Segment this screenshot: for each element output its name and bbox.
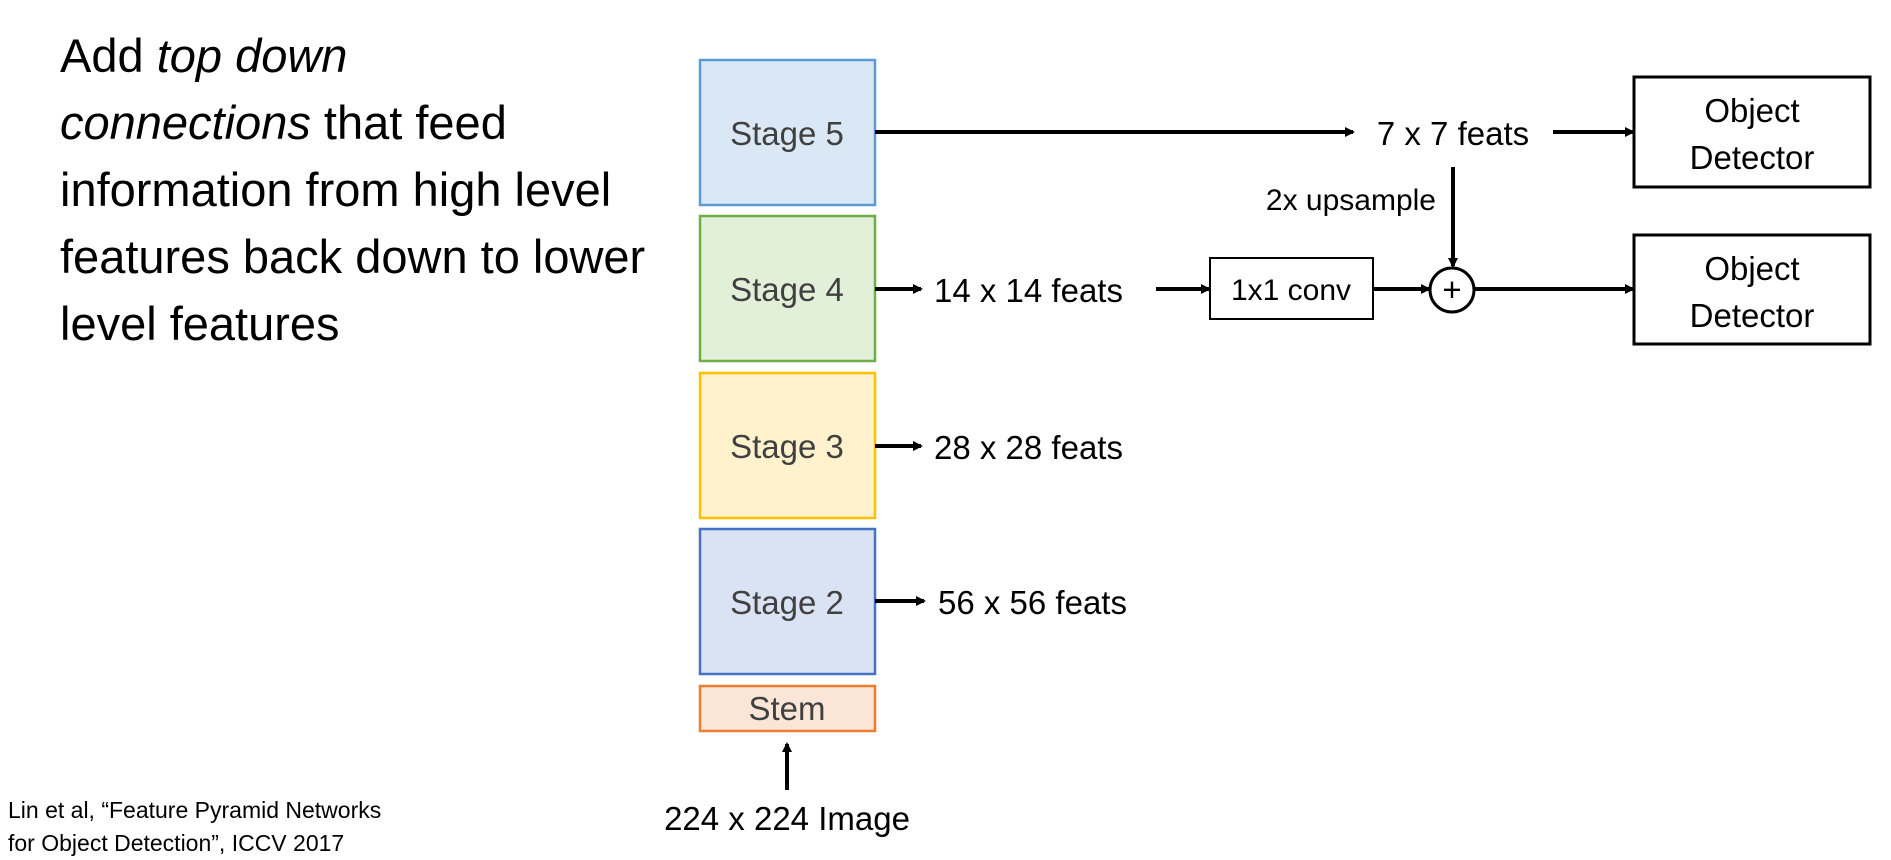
stem-label: Stem [748, 690, 825, 727]
plus-symbol: + [1442, 271, 1461, 308]
feats-28x28-label: 28 x 28 feats [934, 429, 1123, 466]
stage-3-box [698, 371, 877, 520]
object-detector-1-line1: Object [1704, 92, 1799, 129]
citation: Lin et al, “Feature Pyramid Networks for… [8, 794, 381, 860]
stage-3-label: Stage 3 [730, 428, 844, 465]
object-detector-2-line1: Object [1704, 250, 1799, 287]
description-part1: Add [60, 29, 157, 82]
object-detector-1-line2: Detector [1690, 139, 1815, 176]
stage-2-box [698, 527, 877, 676]
citation-line1: Lin et al, “Feature Pyramid Networks [8, 797, 382, 823]
stage-5-label: Stage 5 [730, 115, 844, 152]
upsample-label: 2x upsample [1266, 184, 1436, 217]
description-emphasis-top-down: top down [156, 29, 348, 82]
feats-7x7-label: 7 x 7 feats [1377, 115, 1529, 152]
citation-line2: for Object Detection”, ICCV 2017 [8, 830, 345, 856]
description-text: Add top down connections that feed inform… [60, 22, 660, 357]
input-image-label: 224 x 224 Image [664, 800, 910, 837]
description-part2: that feed information from high level fe… [60, 96, 646, 350]
feats-56x56-label: 56 x 56 feats [938, 584, 1127, 621]
conv-1x1-label: 1x1 conv [1231, 274, 1351, 307]
object-detector-2-line2: Detector [1690, 297, 1815, 334]
object-detector-1-box [1632, 75, 1872, 189]
description-emphasis-connections: connections [60, 96, 311, 149]
stage-4-label: Stage 4 [730, 271, 844, 308]
stem-box [698, 684, 877, 733]
stage-2-label: Stage 2 [730, 584, 844, 621]
object-detector-2-box [1632, 233, 1872, 346]
feats-14x14-label: 14 x 14 feats [934, 272, 1123, 309]
conv-1x1-box [1209, 257, 1374, 320]
